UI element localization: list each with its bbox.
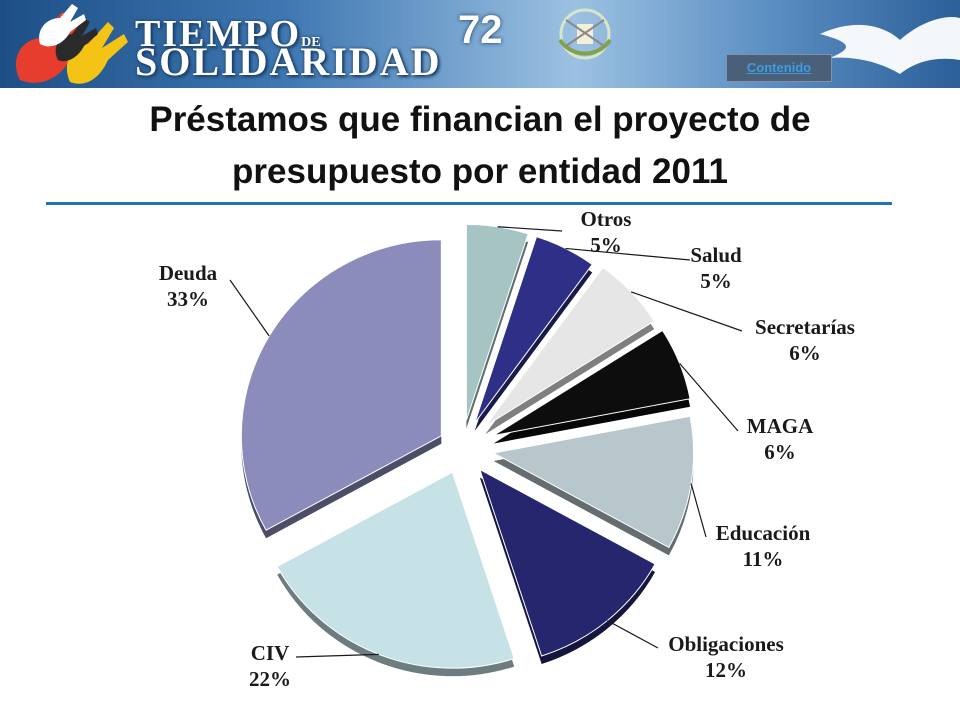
pie-slice-top-obligaciones [478, 468, 656, 657]
data-label-value-maga: 6% [764, 440, 796, 464]
data-label-name-otros: Otros [581, 207, 632, 231]
pie-slice-secretarias [484, 266, 655, 435]
pie-slice-top-secretarias [484, 266, 655, 427]
slide-title: Préstamos que financian el proyecto de p… [20, 94, 940, 198]
data-label-value-civ: 22% [249, 667, 291, 691]
pie-slice-deuda [240, 239, 442, 539]
leader-line-maga [679, 362, 739, 432]
data-label-name-deuda: Deuda [159, 261, 218, 285]
pie-slice-top-deuda [240, 239, 442, 531]
data-label-secretarias: Secretarías 6% [755, 315, 855, 365]
pie-slice-top-maga [493, 329, 691, 436]
data-label-name-obligaciones: Obligaciones [668, 632, 784, 656]
leader-line-civ [295, 653, 379, 658]
data-label-value-deuda: 33% [167, 287, 209, 311]
data-label-deuda: Deuda 33% [159, 261, 218, 311]
data-label-salud: Salud 5% [690, 243, 742, 293]
data-label-civ: CIV 22% [249, 641, 291, 691]
pie-slice-top-salud [474, 236, 593, 424]
data-label-value-educacion: 11% [743, 547, 784, 571]
slide-title-line-2: presupuesto por entidad 2011 [232, 152, 728, 191]
data-label-otros: Otros 5% [581, 207, 632, 257]
page-number: 72 [458, 8, 503, 52]
leader-line-salud [565, 247, 691, 261]
banner-artwork [16, 4, 960, 84]
data-label-value-secretarias: 6% [789, 341, 821, 365]
data-label-name-civ: CIV [251, 641, 290, 665]
data-label-name-salud: Salud [690, 243, 742, 267]
data-label-value-obligaciones: 12% [705, 658, 747, 682]
leader-line-educacion [690, 483, 707, 538]
data-label-name-maga: MAGA [747, 414, 814, 438]
header-banner: TIEMPODE SOLIDARIDAD 72 Contenido [0, 0, 960, 88]
data-label-value-salud: 5% [700, 269, 732, 293]
dove-icon [820, 16, 960, 75]
leader-line-otros [497, 226, 563, 232]
data-label-maga: MAGA 6% [747, 414, 814, 464]
contents-link[interactable]: Contenido [726, 54, 832, 82]
pie-slice-salud [474, 236, 593, 432]
data-label-name-educacion: Educación [716, 521, 811, 545]
pie-slice-otros [465, 223, 529, 429]
brand-line-1: TIEMPODE [135, 13, 321, 55]
slide-title-line-1: Préstamos que financian el proyecto de [149, 100, 811, 139]
brand-de: DE [301, 35, 321, 50]
leader-line-obligaciones [607, 620, 659, 649]
data-label-name-secretarias: Secretarías [755, 315, 855, 339]
leader-line-secretarias [630, 291, 743, 332]
coat-of-arms-icon [558, 8, 612, 60]
brand-line-2: SOLIDARIDAD [135, 39, 442, 84]
leader-line-deuda [229, 279, 270, 337]
title-divider [46, 202, 892, 205]
data-label-educacion: Educación 11% [716, 521, 811, 571]
pie-slice-maga [493, 329, 691, 444]
pie-slice-obligaciones [478, 468, 656, 664]
data-label-obligaciones: Obligaciones 12% [668, 632, 784, 682]
hands-logo-icon [16, 4, 128, 84]
